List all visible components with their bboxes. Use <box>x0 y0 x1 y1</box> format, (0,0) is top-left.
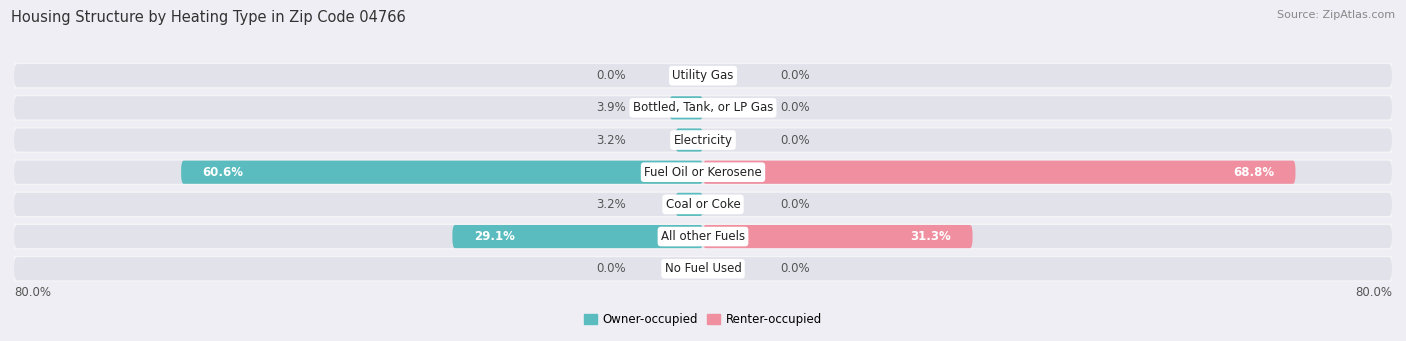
FancyBboxPatch shape <box>669 96 703 119</box>
FancyBboxPatch shape <box>14 127 1392 153</box>
FancyBboxPatch shape <box>14 63 1392 89</box>
FancyBboxPatch shape <box>453 225 703 248</box>
Text: 0.0%: 0.0% <box>596 69 626 82</box>
FancyBboxPatch shape <box>14 224 1392 249</box>
Text: 0.0%: 0.0% <box>780 134 810 147</box>
Text: 3.2%: 3.2% <box>596 198 626 211</box>
Text: Electricity: Electricity <box>673 134 733 147</box>
Text: Fuel Oil or Kerosene: Fuel Oil or Kerosene <box>644 166 762 179</box>
Text: 31.3%: 31.3% <box>910 230 950 243</box>
Legend: Owner-occupied, Renter-occupied: Owner-occupied, Renter-occupied <box>579 308 827 331</box>
Text: Coal or Coke: Coal or Coke <box>665 198 741 211</box>
Text: No Fuel Used: No Fuel Used <box>665 262 741 275</box>
Text: 0.0%: 0.0% <box>780 262 810 275</box>
Text: 68.8%: 68.8% <box>1233 166 1274 179</box>
Text: 0.0%: 0.0% <box>780 198 810 211</box>
FancyBboxPatch shape <box>14 192 1392 217</box>
Text: 0.0%: 0.0% <box>780 101 810 114</box>
Text: 80.0%: 80.0% <box>1355 286 1392 299</box>
FancyBboxPatch shape <box>14 159 1392 185</box>
Text: Source: ZipAtlas.com: Source: ZipAtlas.com <box>1277 10 1395 20</box>
Text: Housing Structure by Heating Type in Zip Code 04766: Housing Structure by Heating Type in Zip… <box>11 10 406 25</box>
FancyBboxPatch shape <box>675 193 703 216</box>
FancyBboxPatch shape <box>675 129 703 152</box>
FancyBboxPatch shape <box>14 95 1392 121</box>
FancyBboxPatch shape <box>14 129 1392 152</box>
Text: 3.9%: 3.9% <box>596 101 626 114</box>
FancyBboxPatch shape <box>14 225 1392 248</box>
Text: 29.1%: 29.1% <box>474 230 515 243</box>
Text: All other Fuels: All other Fuels <box>661 230 745 243</box>
Text: 80.0%: 80.0% <box>14 286 51 299</box>
FancyBboxPatch shape <box>181 161 703 184</box>
FancyBboxPatch shape <box>14 257 1392 280</box>
Text: 0.0%: 0.0% <box>780 69 810 82</box>
FancyBboxPatch shape <box>703 225 973 248</box>
Text: 3.2%: 3.2% <box>596 134 626 147</box>
FancyBboxPatch shape <box>14 193 1392 216</box>
FancyBboxPatch shape <box>703 161 1295 184</box>
FancyBboxPatch shape <box>14 256 1392 282</box>
Text: Bottled, Tank, or LP Gas: Bottled, Tank, or LP Gas <box>633 101 773 114</box>
Text: 0.0%: 0.0% <box>596 262 626 275</box>
FancyBboxPatch shape <box>14 96 1392 119</box>
FancyBboxPatch shape <box>14 64 1392 87</box>
FancyBboxPatch shape <box>14 161 1392 184</box>
Text: 60.6%: 60.6% <box>202 166 243 179</box>
Text: Utility Gas: Utility Gas <box>672 69 734 82</box>
